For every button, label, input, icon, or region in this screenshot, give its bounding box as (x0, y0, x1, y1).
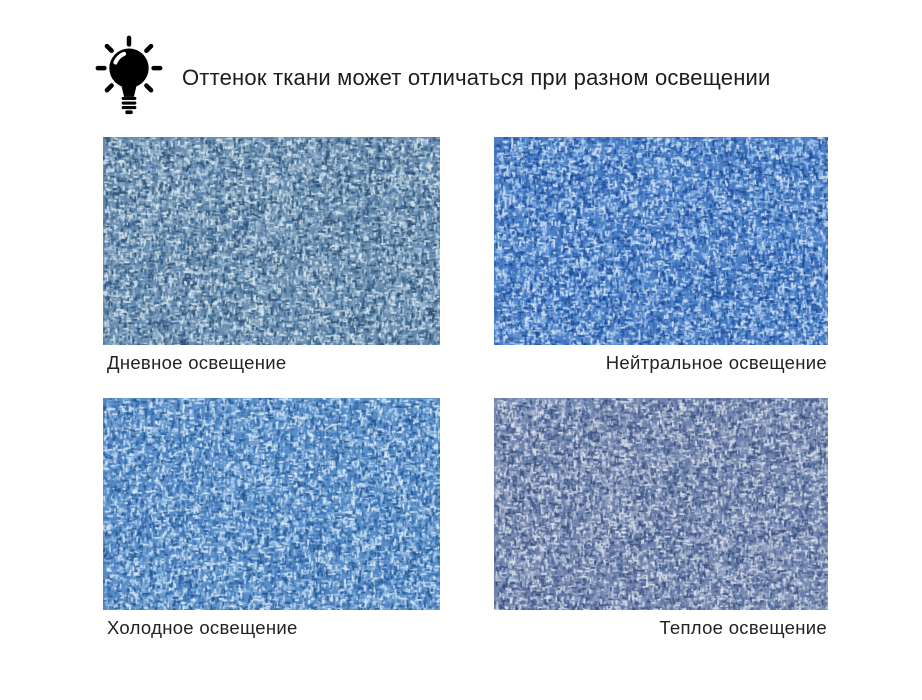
tip-header: Оттенок ткани может отличаться при разно… (88, 34, 771, 122)
fabric-photo-neutral (494, 137, 828, 345)
fabric-photo-daylight (103, 137, 440, 345)
fabric-photo-warm (494, 398, 828, 610)
swatch-cold: Холодное освещение (103, 398, 440, 639)
swatch-caption: Теплое освещение (659, 617, 827, 638)
swatch-warm: Теплое освещение (494, 398, 828, 639)
swatch-caption: Дневное освещение (107, 352, 287, 373)
swatch-caption: Холодное освещение (107, 617, 298, 638)
lightbulb-idea-icon (95, 35, 163, 115)
fabric-photo-cold (103, 398, 440, 610)
swatch-daylight: Дневное освещение (103, 137, 440, 374)
swatch-neutral: Нейтральное освещение (494, 137, 828, 374)
tip-text: Оттенок ткани может отличаться при разно… (182, 65, 771, 90)
swatch-caption: Нейтральное освещение (605, 352, 827, 373)
